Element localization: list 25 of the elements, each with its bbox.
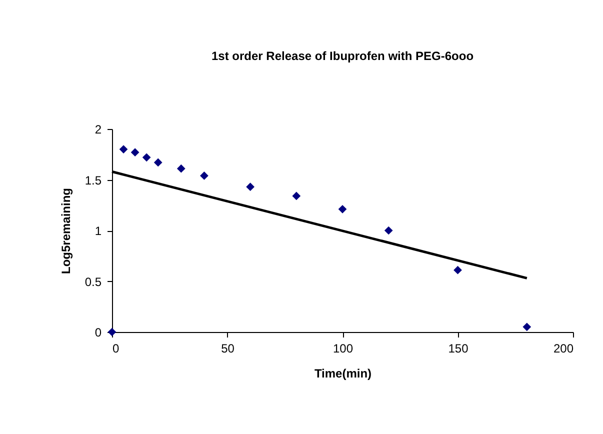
point xyxy=(454,266,462,274)
y-tick-label: 0.5 xyxy=(84,274,102,289)
x-tick-label: 50 xyxy=(221,342,235,356)
x-tick-label: 0 xyxy=(112,342,120,356)
point xyxy=(142,153,151,162)
x-tick-label: 200 xyxy=(553,342,574,356)
x-axis-title: Time(min) xyxy=(314,366,372,380)
point xyxy=(338,205,347,214)
point xyxy=(522,322,532,332)
point xyxy=(130,148,140,157)
text: 1st order Release of Ibuprofen with PEG-6ooo xyxy=(211,49,474,63)
y-tick-label: 0 xyxy=(94,326,102,340)
point xyxy=(246,182,254,192)
x-tick-label: 100 xyxy=(332,342,354,356)
point xyxy=(154,158,162,167)
point xyxy=(384,226,393,235)
point xyxy=(119,145,128,154)
y-tick-label: 2 xyxy=(94,122,102,136)
x-tick-label: 150 xyxy=(448,342,469,356)
y-tick-label: 1 xyxy=(94,224,102,238)
point xyxy=(292,192,301,200)
y-axis-title: Log5remaining xyxy=(58,188,73,274)
y-tick-label: 1.5 xyxy=(84,173,102,188)
point xyxy=(200,172,208,180)
point xyxy=(176,164,186,173)
